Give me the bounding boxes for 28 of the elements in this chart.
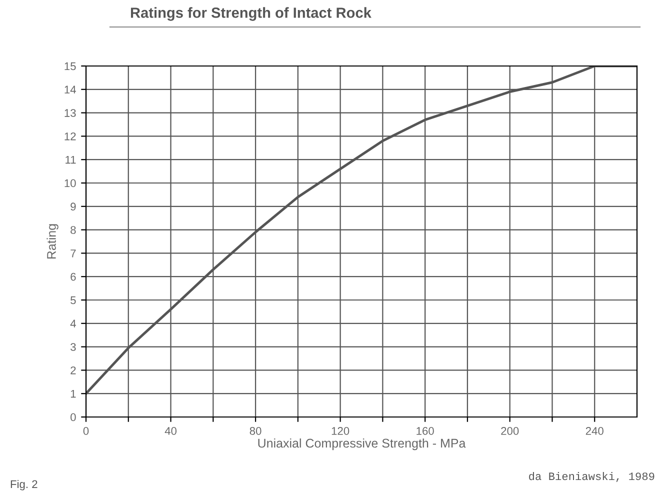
x-tick-label: 120 xyxy=(332,427,350,435)
y-tick-label: 9 xyxy=(70,202,76,211)
x-tick-label: 240 xyxy=(586,427,604,435)
y-tick-label: 7 xyxy=(70,250,76,258)
y-tick-label: 8 xyxy=(70,226,76,234)
text: da Bieniawski, 1989 xyxy=(529,472,654,482)
y-axis-title: Rating xyxy=(46,224,58,259)
caption: Fig. 2 xyxy=(10,480,38,490)
y-tick-label: 15 xyxy=(64,62,76,70)
x-tick-label: 0 xyxy=(83,427,89,435)
chart-title: Ratings for Strength of Intact Rock xyxy=(130,7,372,21)
y-tick-label: 12 xyxy=(64,132,76,140)
y-tick-label: 1 xyxy=(70,390,76,398)
y-tick-label: 13 xyxy=(64,109,76,117)
y-tick-label: 14 xyxy=(64,86,76,94)
y-tick-label: 11 xyxy=(66,156,76,164)
y-tick-label: 2 xyxy=(70,366,76,374)
y-tick-label: 4 xyxy=(70,320,76,328)
x-tick-label: 200 xyxy=(501,427,519,435)
y-tick-label: 3 xyxy=(70,343,76,351)
y-tick-label: 5 xyxy=(70,296,76,304)
x-tick-label: 80 xyxy=(250,427,262,435)
y-tick-label: 0 xyxy=(70,413,76,422)
x-axis-title: Uniaxial Compressive Strength - MPa xyxy=(258,438,466,450)
y-tick-label: 6 xyxy=(70,272,76,281)
x-tick-label: 40 xyxy=(164,427,177,435)
x-tick-label: 160 xyxy=(416,427,434,435)
y-tick-label: 10 xyxy=(64,179,76,188)
